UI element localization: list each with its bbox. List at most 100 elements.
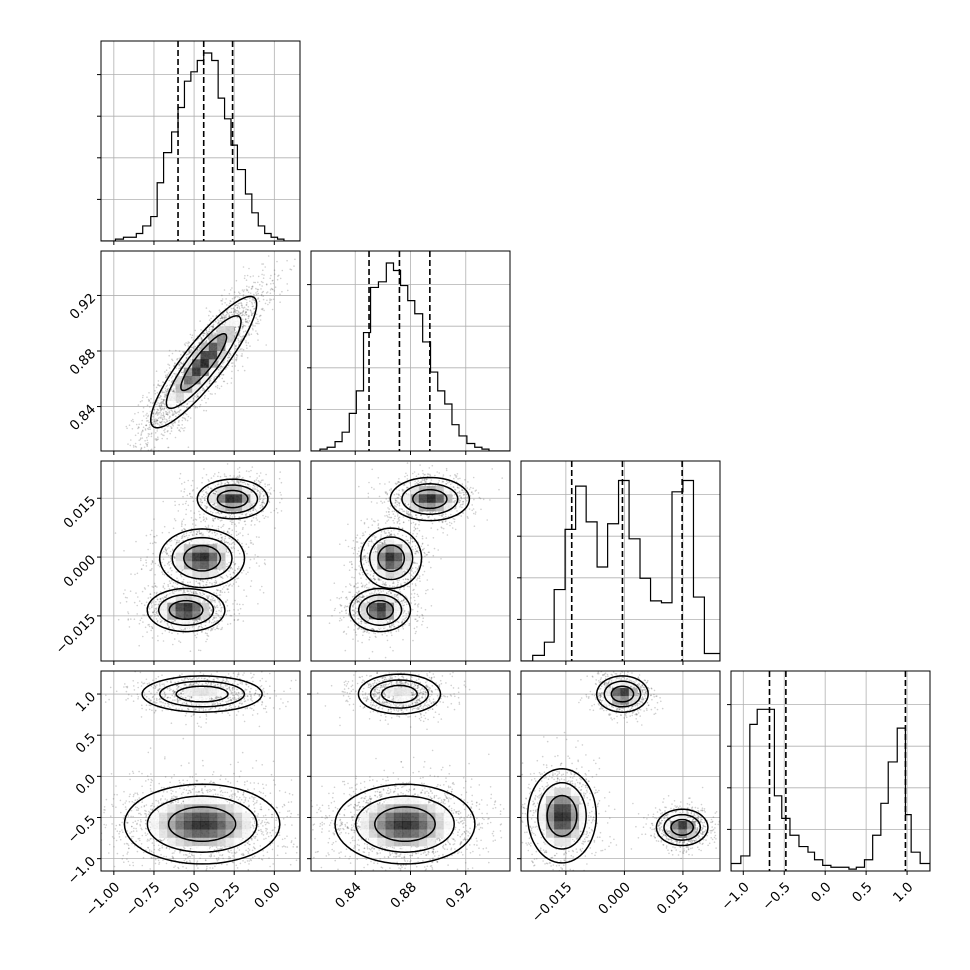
sample-point [196,531,199,534]
sample-point [148,608,151,610]
sample-point [251,323,254,326]
sample-point [163,434,165,437]
sample-point [156,411,158,414]
sample-point [146,404,149,407]
sample-point [214,606,216,609]
sample-point [212,326,215,328]
sample-point [198,405,201,408]
sample-point [312,204,314,206]
sample-point [230,362,233,365]
sample-point [177,579,179,582]
sample-point [257,297,260,299]
sample-point [215,581,218,583]
sample-point [256,288,259,291]
sample-point [214,517,216,520]
sample-point [247,571,249,574]
sample-point [289,247,291,249]
sample-point [200,499,202,501]
sample-point [215,385,217,388]
sample-point [134,453,136,455]
sample-point [159,407,161,409]
sample-point [214,517,216,519]
sample-point [220,373,222,376]
sample-point [162,402,164,405]
sample-point [166,413,169,416]
sample-point [222,525,224,527]
sample-point [199,583,201,586]
sample-point [233,308,236,311]
sample-point [191,533,194,536]
sample-point [178,540,180,542]
sample-point [220,576,223,579]
sample-point [245,311,247,314]
sample-point [166,548,168,550]
sample-point [273,269,276,272]
sample-point [188,349,190,352]
sample-point [188,534,190,537]
sample-point [268,301,271,304]
sample-point [132,418,134,421]
sample-point [178,357,181,360]
sample-point [182,632,184,634]
sample-point [154,420,157,422]
sample-point [215,620,218,622]
sample-point [229,622,232,625]
sample-point [237,468,239,470]
sample-point [200,337,203,339]
sample-point [143,453,145,455]
sample-point [122,480,124,482]
sample-point [273,273,276,276]
sample-point [181,523,183,526]
sample-point [152,412,155,415]
sample-point [169,566,172,569]
sample-point [165,594,168,597]
sample-point [260,293,263,296]
sample-point [256,486,259,488]
sample-point [132,446,135,448]
sample-point [144,440,146,442]
sample-point [186,413,188,416]
sample-point [257,555,259,558]
sample-point [156,391,159,394]
sample-point [191,336,193,339]
sample-point [210,377,212,380]
sample-point [200,329,202,331]
sample-point [241,481,243,484]
sample-point [251,466,254,468]
sample-point [198,582,201,584]
sample-point [257,281,259,284]
sample-point [236,475,239,478]
sample-point [172,414,174,416]
sample-point [206,332,209,335]
sample-point [161,406,163,408]
sample-point [181,581,183,583]
sample-point [219,311,221,313]
sample-point [186,402,189,405]
sample-point [237,338,239,340]
sample-point [168,410,171,413]
sample-point [172,643,174,646]
density-cell [175,392,185,402]
sample-point [143,446,146,449]
sample-point [181,522,183,524]
sample-point [153,421,156,423]
sample-point [207,596,210,599]
sample-point [150,462,152,464]
sample-point [155,439,158,442]
sample-point [189,350,191,352]
sample-point [149,593,151,595]
sample-point [168,547,170,549]
sample-point [163,574,166,576]
sample-point [229,300,231,302]
sample-point [209,379,211,381]
sample-point [185,513,187,516]
sample-point [222,523,225,526]
sample-point [160,403,163,405]
sample-point [180,525,183,527]
sample-point [207,597,210,599]
sample-point [179,363,181,365]
sample-point [234,578,236,581]
sample-point [242,331,245,333]
sample-point [214,607,216,609]
sample-point [191,334,194,337]
